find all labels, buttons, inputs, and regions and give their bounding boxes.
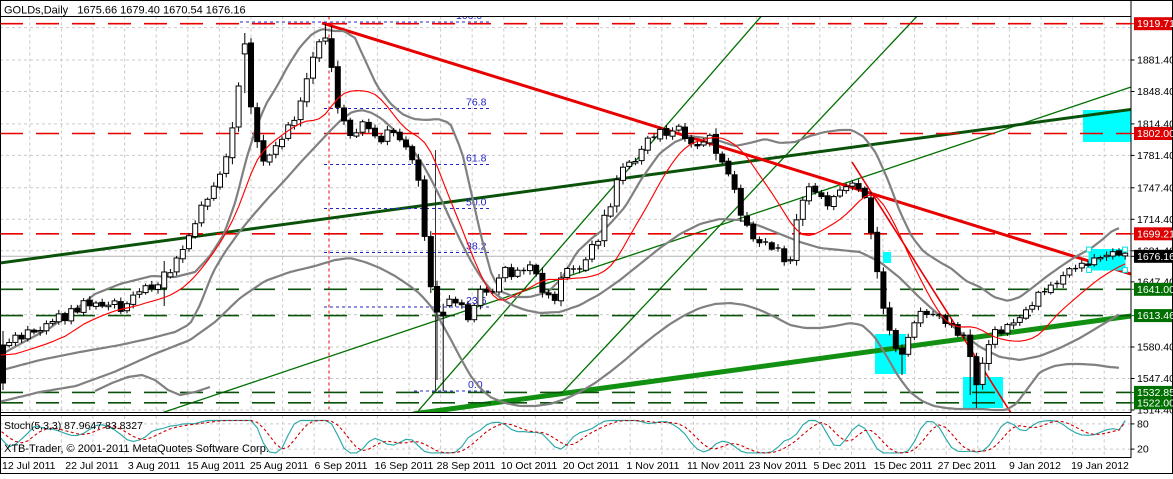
svg-text:1781.40: 1781.40 <box>1137 150 1173 162</box>
svg-text:23 Nov 2011: 23 Nov 2011 <box>749 460 808 472</box>
svg-text:1919.71: 1919.71 <box>1137 18 1173 30</box>
svg-text:12 Jul 2011: 12 Jul 2011 <box>2 460 56 472</box>
svg-text:28 Sep 2011: 28 Sep 2011 <box>437 460 496 472</box>
svg-text:1641.00: 1641.00 <box>1137 284 1173 296</box>
svg-text:1848.40: 1848.40 <box>1137 86 1173 98</box>
svg-text:15 Dec 2011: 15 Dec 2011 <box>874 460 933 472</box>
svg-text:1814.40: 1814.40 <box>1137 118 1173 130</box>
svg-text:27 Dec 2011: 27 Dec 2011 <box>938 460 997 472</box>
svg-text:3 Aug 2011: 3 Aug 2011 <box>128 460 181 472</box>
svg-text:15 Aug 2011: 15 Aug 2011 <box>187 460 245 472</box>
svg-text:50.0: 50.0 <box>466 197 487 209</box>
svg-text:1522.00: 1522.00 <box>1137 397 1173 409</box>
svg-text:1547.40: 1547.40 <box>1137 373 1173 385</box>
svg-text:1532.85: 1532.85 <box>1137 387 1173 399</box>
svg-text:16 Sep 2011: 16 Sep 2011 <box>375 460 434 472</box>
svg-text:11 Nov 2011: 11 Nov 2011 <box>687 460 745 472</box>
svg-text:22 Jul 2011: 22 Jul 2011 <box>65 460 119 472</box>
svg-text:1699.21: 1699.21 <box>1137 228 1173 240</box>
svg-text:61.8: 61.8 <box>466 153 487 165</box>
svg-text:Stoch(5,3,3) 87.9647 83.8327: Stoch(5,3,3) 87.9647 83.8327 <box>4 420 143 432</box>
svg-text:XTB-Trader, © 2001-2011 MetaQu: XTB-Trader, © 2001-2011 MetaQuotes Softw… <box>4 443 269 455</box>
svg-text:1580.40: 1580.40 <box>1137 342 1173 354</box>
svg-text:80: 80 <box>1137 418 1149 430</box>
svg-text:1 Nov 2011: 1 Nov 2011 <box>627 460 680 472</box>
svg-text:25 Aug 2011: 25 Aug 2011 <box>250 460 308 472</box>
svg-text:10 Oct 2011: 10 Oct 2011 <box>501 460 558 472</box>
svg-text:1881.40: 1881.40 <box>1137 55 1173 67</box>
svg-text:1613.46: 1613.46 <box>1137 310 1173 322</box>
svg-text:5 Dec 2011: 5 Dec 2011 <box>814 460 867 472</box>
svg-text:76.8: 76.8 <box>466 97 487 109</box>
svg-text:38.2: 38.2 <box>466 241 487 253</box>
svg-text:20 Oct 2011: 20 Oct 2011 <box>563 460 620 472</box>
svg-text:1747.40: 1747.40 <box>1137 182 1173 194</box>
svg-text:1802.00: 1802.00 <box>1137 128 1173 140</box>
svg-text:1676.16: 1676.16 <box>1137 251 1173 263</box>
svg-text:GOLDs,Daily 1675.66 1679.40: GOLDs,Daily 1675.66 1679.40 1670.54 1676… <box>4 5 246 17</box>
svg-text:100.0: 100.0 <box>456 10 482 22</box>
svg-text:20: 20 <box>1137 444 1149 456</box>
svg-text:9 Jan 2012: 9 Jan 2012 <box>1009 460 1061 472</box>
svg-text:19 Jan 2012: 19 Jan 2012 <box>1071 460 1129 472</box>
svg-text:6 Sep 2011: 6 Sep 2011 <box>315 460 368 472</box>
svg-text:1714.40: 1714.40 <box>1137 214 1173 226</box>
